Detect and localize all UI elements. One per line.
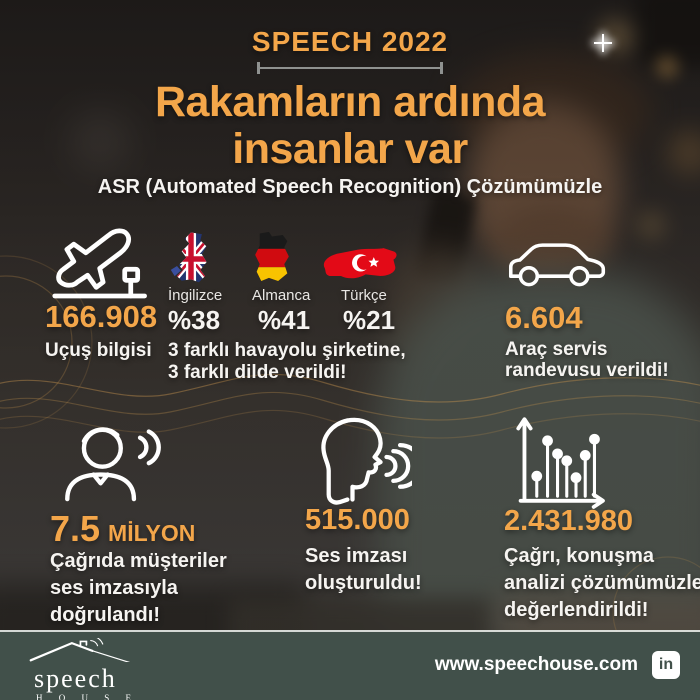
analyzed-calls-label-line2: analizi çözümümüzle <box>504 572 700 594</box>
verified-calls-label: Çağrıda müşteriler ses imzasıyla doğrula… <box>50 548 227 629</box>
airplane-takeoff-icon <box>52 228 147 299</box>
bokeh-light <box>655 55 679 79</box>
language-pct: %21 <box>343 305 396 335</box>
car-service-value: 6.604 <box>505 300 583 335</box>
logo-roof-icon <box>29 635 135 665</box>
speechhouse-logo[interactable]: speech H O U S E <box>24 635 154 700</box>
website-link[interactable]: www.speechouse.com <box>434 654 638 675</box>
verified-calls-value: 7.5 <box>50 508 101 549</box>
logo-subtitle: H O U S E <box>36 693 139 700</box>
linkedin-icon[interactable]: in <box>652 651 680 679</box>
verified-calls-label-line1: Çağrıda müşteriler <box>50 550 227 572</box>
analyzed-calls-value: 2.431.980 <box>504 505 634 537</box>
car-service-label-line2: randevusu verildi! <box>505 360 669 381</box>
language-name: Almanca <box>252 287 311 304</box>
lollipop-chart-icon <box>516 417 605 509</box>
language-name: İngilizce <box>168 287 223 304</box>
photo-phone <box>415 188 477 286</box>
language-pct: %41 <box>258 305 311 335</box>
germany-flag-icon <box>255 231 289 281</box>
footer-bar: speech H O U S E www.speechouse.com in <box>0 632 700 700</box>
event-badge: SPEECH 2022 <box>251 26 449 57</box>
voice-signatures-label-line2: oluşturuldu! <box>305 572 422 594</box>
verified-calls-label-line3: doğrulandı! <box>50 604 160 626</box>
page-subtitle: ASR (Automated Speech Recognition) Çözüm… <box>97 176 603 198</box>
analyzed-calls-label: Çağrı, konuşma analizi çözümümüzle değer… <box>504 543 700 624</box>
analyzed-calls-label-line3: değerlendirildi! <box>504 599 649 621</box>
language-pct: %38 <box>168 305 221 335</box>
uk-flag-icon <box>170 232 207 283</box>
turkey-flag-icon <box>323 248 397 279</box>
bokeh-light <box>636 210 666 240</box>
title-line-1: Rakamların ardında <box>154 78 546 126</box>
airline-note-line1: 3 farklı havayolu şirketine, <box>168 340 406 361</box>
logo-name: speech <box>34 664 117 693</box>
verified-calls-unit: MİLYON <box>108 520 196 546</box>
car-service-label-line1: Araç servis <box>505 339 608 360</box>
voice-signatures-label-line1: Ses imzası <box>305 545 408 567</box>
car-icon <box>508 243 606 287</box>
verified-calls-value-row: 7.5 MİLYON <box>50 508 195 550</box>
divider-line <box>257 62 443 74</box>
voice-signatures-label: Ses imzası oluşturuldu! <box>305 543 422 597</box>
verified-calls-label-line2: ses imzasıyla <box>50 577 178 599</box>
flights-value: 166.908 <box>45 299 158 334</box>
airline-note-line2: 3 farklı dilde verildi! <box>168 362 347 383</box>
language-name: Türkçe <box>341 287 387 304</box>
speaking-head-icon <box>321 417 412 505</box>
footer-divider <box>0 630 700 632</box>
flights-label: Uçuş bilgisi <box>45 340 152 361</box>
title-line-2: insanlar var <box>232 125 468 173</box>
page-title: Rakamların ardında insanlar var <box>0 79 700 173</box>
voice-signatures-value: 515.000 <box>305 504 410 536</box>
analyzed-calls-label-line1: Çağrı, konuşma <box>504 545 655 567</box>
speaking-person-icon <box>65 427 161 502</box>
